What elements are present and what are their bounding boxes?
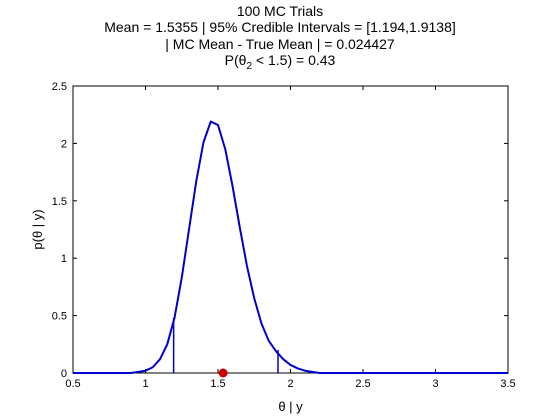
probability-prefix: P(θ: [224, 52, 247, 68]
x-tick-label: 3.5: [500, 378, 515, 390]
x-tick-label: 1.5: [210, 378, 225, 390]
probability-suffix: < 1.5) = 0.43: [252, 52, 336, 68]
chart-title-line-1: 100 MC Trials: [236, 3, 324, 19]
marker-layer: [218, 368, 228, 378]
y-tick-label: 2: [61, 138, 67, 150]
y-tick-label: 1: [61, 253, 67, 265]
x-tick-label: 0.5: [65, 378, 80, 390]
x-axis-ticks: 0.5 1 1.5 2 2.5 3 3.5: [65, 86, 516, 390]
probability-subscript: 2: [246, 60, 253, 72]
y-tick-label: 0: [61, 368, 67, 380]
x-tick-label: 3: [432, 378, 438, 390]
y-axis-label: p(θ | y): [30, 209, 45, 249]
y-tick-label: 2.5: [52, 81, 67, 93]
y-axis-ticks: 0 0.5 1 1.5 2 2.5: [52, 81, 508, 380]
density-curve: [73, 120, 508, 374]
axes-box: [72, 85, 509, 374]
x-tick-label: 2.5: [355, 378, 370, 390]
y-tick-label: 0.5: [52, 311, 67, 323]
chart-title-line-2: Mean = 1.5355 | 95% Credible Intervals =…: [104, 19, 456, 35]
chart-title-line-4: P(θ2 < 1.5) = 0.43: [0, 52, 560, 72]
x-tick-label: 1: [142, 378, 148, 390]
chart-title-line-3: | MC Mean - True Mean | = 0.024427: [165, 36, 395, 52]
x-axis-label: θ | y: [278, 399, 303, 414]
x-tick-label: 2: [287, 378, 293, 390]
y-tick-label: 1.5: [52, 196, 67, 208]
series-layer: [73, 120, 508, 374]
mean-marker: [218, 368, 228, 378]
